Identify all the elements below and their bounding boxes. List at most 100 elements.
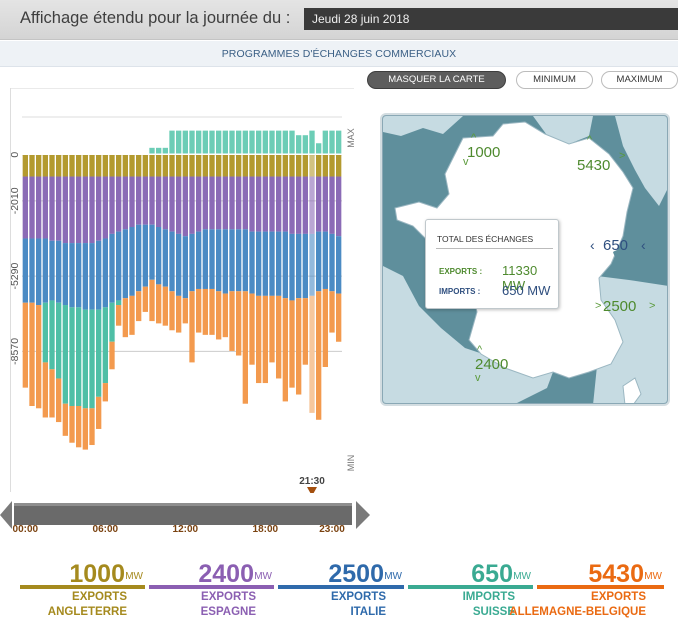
bar-segment-angleterre	[162, 154, 168, 177]
legend-type: EXPORTS	[331, 591, 386, 603]
legend-color-bar	[20, 585, 145, 589]
bar-segment-allemagne-belgique	[322, 288, 328, 367]
bar-segment-imports-suisse	[156, 147, 162, 155]
scroll-right-icon[interactable]	[356, 501, 370, 529]
bar-segment-espagne	[136, 176, 142, 225]
legend-unit: MW	[384, 571, 402, 582]
arrow-icon: >	[619, 150, 626, 162]
bar-segment-espagne	[76, 176, 82, 244]
bar-segment-angleterre	[29, 154, 35, 177]
bar-segment-imports-suisse	[256, 130, 262, 155]
bar-segment-angleterre	[182, 154, 188, 177]
map-label-espagne: 2400	[475, 356, 509, 373]
bar-segment-angleterre	[336, 154, 342, 177]
time-slider-track[interactable]	[14, 503, 352, 525]
legend-country: SUISSE	[472, 606, 515, 618]
bar-segment-suisse	[42, 302, 48, 363]
legend-country: ITALIE	[350, 606, 386, 618]
bar-segment-angleterre	[149, 154, 155, 177]
bar-segment-espagne	[262, 176, 268, 232]
cursor-marker-icon	[307, 487, 317, 493]
bar-segment-angleterre	[222, 154, 228, 177]
summary-imports-label: IMPORTS :	[439, 287, 481, 296]
bar-segment-italie	[302, 233, 308, 299]
bar-segment-imports-suisse	[316, 143, 322, 155]
bar-segment-allemagne-belgique	[316, 291, 322, 420]
bar-segment-angleterre	[156, 154, 162, 177]
y-tick-label: 0	[9, 152, 21, 158]
bar-segment-angleterre	[216, 154, 222, 177]
arrow-icon: v	[463, 156, 469, 168]
bar-segment-italie	[282, 231, 288, 299]
bar-segment-angleterre	[136, 154, 142, 177]
bar-segment-allemagne-belgique	[336, 293, 342, 342]
bar-segment-angleterre	[102, 154, 108, 177]
bar-segment-allemagne-belgique	[42, 362, 48, 418]
stacked-bar-chart: 0 -2010 -5290 -8570 MAX MIN 21:30	[9, 88, 356, 493]
bar-segment-allemagne-belgique	[62, 403, 68, 436]
bar-segment-italie	[189, 233, 195, 292]
top-bar: Affichage étendu pour la journée du : Je…	[0, 0, 678, 40]
scroll-left-icon[interactable]	[0, 501, 12, 529]
bar-segment-angleterre	[189, 154, 195, 177]
bar-segment-espagne	[49, 176, 55, 241]
bar-segment-espagne	[169, 176, 175, 232]
bar-segment-imports-suisse	[296, 135, 302, 155]
bar-segment-espagne	[256, 176, 262, 232]
time-slider[interactable]: 00:00 06:00 12:00 18:00 23:00	[0, 497, 370, 537]
bar-segment-imports-suisse	[336, 130, 342, 155]
bar-segment-espagne	[196, 176, 202, 232]
bar-segment-espagne	[202, 176, 208, 230]
bar-segment-allemagne-belgique	[242, 291, 248, 404]
bar-segment-imports-suisse	[249, 130, 255, 155]
legend-value: 1000	[69, 560, 125, 588]
bar-segment-suisse	[56, 302, 62, 379]
bar-segment-espagne	[82, 176, 88, 244]
bar-segment-allemagne-belgique	[222, 293, 228, 338]
arrow-icon: ^	[587, 134, 593, 146]
x-tick-label: 18:00	[253, 524, 279, 535]
bar-segment-angleterre	[96, 154, 102, 177]
bar-segment-angleterre	[36, 154, 42, 177]
bar-segment-angleterre	[236, 154, 242, 177]
bar-segment-italie	[289, 233, 295, 301]
bar-segment-allemagne-belgique	[236, 291, 242, 356]
legend-type: EXPORTS	[72, 591, 127, 603]
bar-segment-angleterre	[176, 154, 182, 177]
bar-segment-espagne	[296, 176, 302, 234]
bar-segment-angleterre	[296, 154, 302, 177]
bar-segment-espagne	[302, 176, 308, 234]
bar-segment-angleterre	[202, 154, 208, 177]
bar-segment-allemagne-belgique	[129, 295, 135, 335]
bar-segment-allemagne-belgique	[116, 305, 122, 326]
bar-segment-angleterre	[82, 154, 88, 177]
legend-color-bar	[537, 585, 664, 589]
bar-segment-angleterre	[256, 154, 262, 177]
maximum-button[interactable]: MAXIMUM	[601, 71, 678, 89]
bar-segment-italie	[122, 229, 128, 299]
bar-segment-suisse	[49, 300, 55, 370]
bar-segment-espagne	[62, 176, 68, 244]
bar-segment-italie	[76, 243, 82, 308]
bar-segment-angleterre	[309, 154, 315, 177]
legend-color-bar	[278, 585, 404, 589]
bar-segment-imports-suisse	[302, 135, 308, 155]
bar-segment-espagne	[229, 176, 235, 230]
bar-segment-italie	[82, 243, 88, 310]
minimum-button[interactable]: MINIMUM	[516, 71, 593, 89]
bar-segment-imports-suisse	[162, 147, 168, 155]
bar-segment-imports-suisse	[222, 130, 228, 155]
bar-segment-imports-suisse	[242, 130, 248, 155]
bar-segment-italie	[236, 229, 242, 292]
hide-map-button[interactable]: MASQUER LA CARTE	[367, 71, 506, 89]
bar-segment-allemagne-belgique	[89, 408, 95, 446]
date-selector[interactable]: Jeudi 28 juin 2018	[304, 8, 678, 30]
legend-item-allemagne-belgique: 5430 MW EXPORTS ALLEMAGNE-BELGIQUE	[509, 556, 666, 626]
bar-segment-suisse	[96, 309, 102, 397]
bar-segment-espagne	[42, 176, 48, 239]
bar-segment-allemagne-belgique	[256, 295, 262, 384]
bar-segment-espagne	[182, 176, 188, 237]
bar-segment-italie	[176, 233, 182, 296]
bar-segment-allemagne-belgique	[136, 291, 142, 322]
arrow-icon: >	[595, 300, 602, 312]
